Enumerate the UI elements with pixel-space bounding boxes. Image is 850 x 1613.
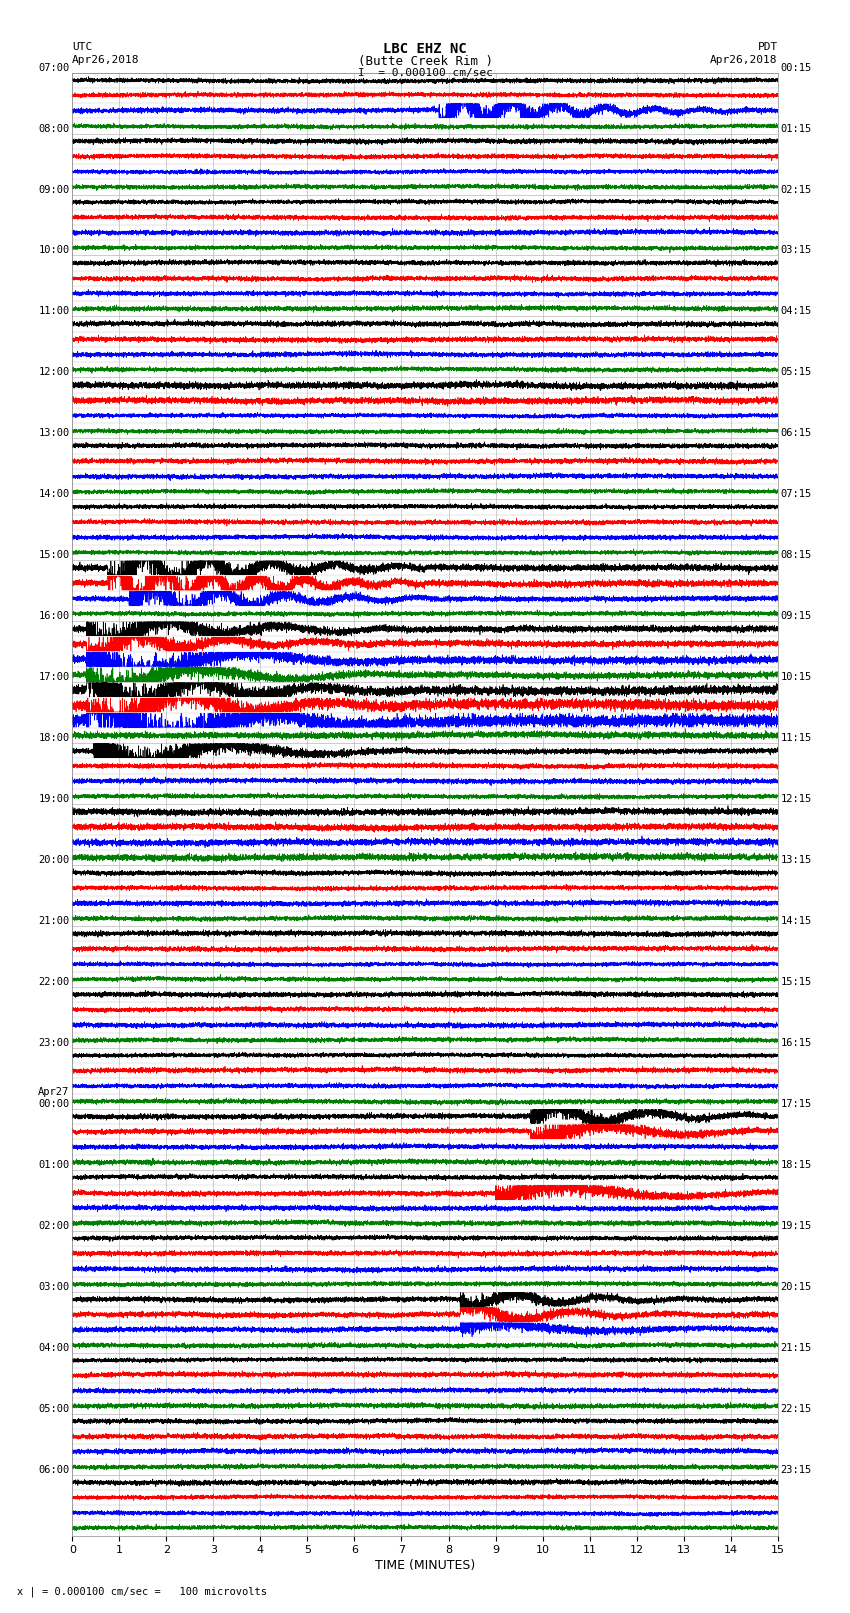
Text: UTC: UTC bbox=[72, 42, 93, 52]
Text: Apr26,2018: Apr26,2018 bbox=[711, 55, 778, 65]
Text: LBC EHZ NC: LBC EHZ NC bbox=[383, 42, 467, 56]
Text: (Butte Creek Rim ): (Butte Creek Rim ) bbox=[358, 55, 492, 68]
X-axis label: TIME (MINUTES): TIME (MINUTES) bbox=[375, 1560, 475, 1573]
Text: PDT: PDT bbox=[757, 42, 778, 52]
Text: x | = 0.000100 cm/sec =   100 microvolts: x | = 0.000100 cm/sec = 100 microvolts bbox=[17, 1586, 267, 1597]
Text: I  = 0.000100 cm/sec: I = 0.000100 cm/sec bbox=[358, 68, 492, 77]
Text: Apr26,2018: Apr26,2018 bbox=[72, 55, 139, 65]
